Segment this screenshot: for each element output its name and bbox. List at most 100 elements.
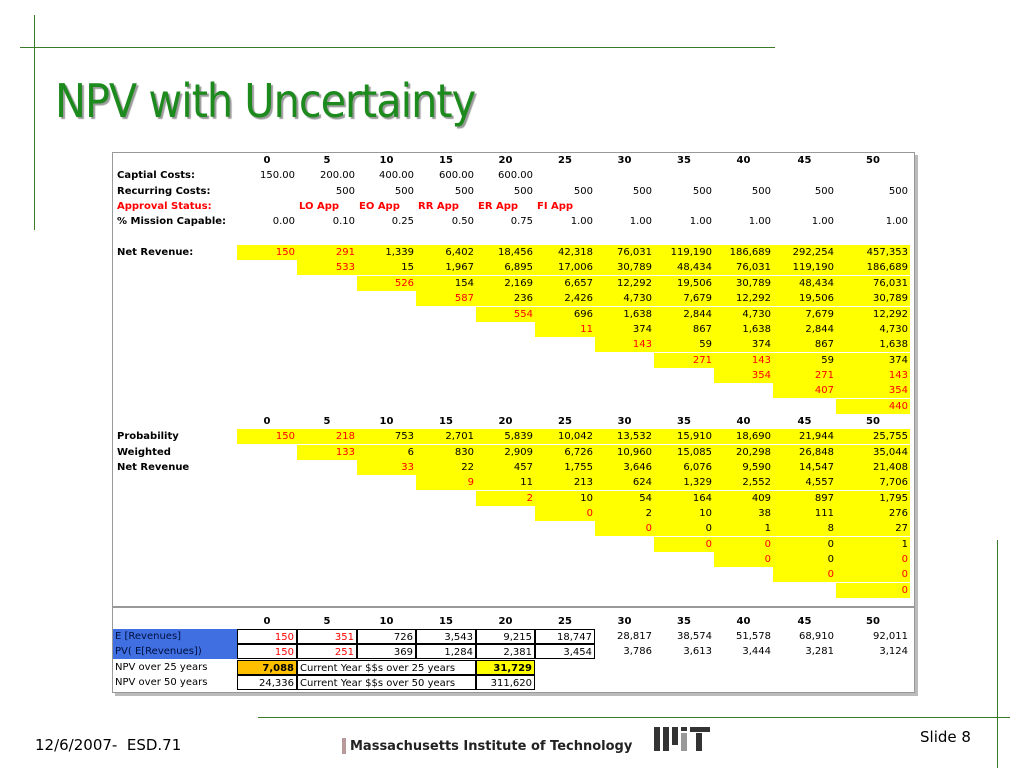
column-header: 40 — [736, 615, 751, 627]
npv-value: 24,336 — [237, 674, 297, 690]
net-revenue-cell: 374 — [836, 352, 910, 368]
net-revenue-cell: 440 — [836, 398, 910, 414]
input-cell: 1.00 — [629, 216, 652, 228]
input-cell: 1.00 — [748, 216, 771, 228]
net-revenue-cell: 143 — [714, 352, 773, 368]
net-revenue-cell: 76,031 — [595, 245, 654, 261]
input-cell: 0.75 — [510, 216, 533, 228]
weighted-cell: 7,706 — [836, 475, 910, 491]
net-revenue-cell: 30,789 — [595, 260, 654, 276]
column-header: 45 — [797, 155, 812, 166]
row-label: Net Revenue: — [117, 247, 194, 259]
weighted-cell: 0 — [836, 552, 910, 568]
summary-cell: 3,613 — [683, 646, 712, 658]
column-header: 5 — [323, 155, 331, 166]
net-revenue-cell: 2,844 — [654, 306, 714, 322]
summary-cell: 3,786 — [623, 646, 652, 658]
input-cell: FI App — [537, 201, 574, 213]
net-revenue-cell: 186,689 — [836, 260, 910, 276]
npv-note: Current Year $$s over 25 years — [297, 659, 476, 675]
rule — [34, 15, 35, 230]
slide-number: Slide 8 — [920, 728, 971, 746]
rule — [20, 47, 775, 48]
weighted-cell: 2,701 — [416, 429, 476, 445]
weighted-cell: 830 — [416, 444, 476, 460]
input-cell: 1.00 — [885, 216, 908, 228]
row-label: Recurring Costs: — [117, 185, 211, 197]
net-revenue-cell: 186,689 — [714, 245, 773, 261]
column-header: 5 — [323, 615, 331, 627]
weighted-cell: 35,044 — [836, 444, 910, 460]
weighted-cell: 10,042 — [535, 429, 595, 445]
weighted-cell: 2 — [476, 490, 535, 506]
input-cell: 500 — [751, 185, 771, 197]
net-revenue-cell: 30,789 — [714, 275, 773, 291]
net-revenue-cell: 291 — [297, 245, 357, 261]
title: NPV with Uncertainty — [55, 74, 476, 128]
net-revenue-cell: 407 — [773, 383, 836, 399]
net-revenue-cell: 271 — [654, 352, 714, 368]
rule — [997, 540, 998, 768]
column-header: 30 — [617, 615, 632, 627]
net-revenue-cell: 59 — [773, 352, 836, 368]
net-revenue-cell: 374 — [714, 337, 773, 353]
column-header: 10 — [379, 615, 394, 627]
summary-cell: 251 — [297, 644, 357, 660]
net-revenue-cell: 19,506 — [654, 275, 714, 291]
separator — [113, 606, 914, 608]
net-revenue-cell: 6,657 — [535, 275, 595, 291]
input-cell: 500 — [454, 185, 474, 197]
weighted-cell: 10 — [654, 506, 714, 522]
summary-cell: 3,124 — [879, 646, 908, 658]
column-header: 15 — [439, 155, 453, 166]
weighted-cell: 213 — [535, 475, 595, 491]
weighted-cell: 26,848 — [773, 444, 836, 460]
net-revenue-cell: 17,006 — [535, 260, 595, 276]
summary-cell: 92,011 — [873, 630, 908, 642]
net-revenue-cell: 30,789 — [836, 291, 910, 307]
net-revenue-cell: 12,292 — [595, 275, 654, 291]
weighted-cell: 38 — [714, 506, 773, 522]
net-revenue-cell: 354 — [714, 367, 773, 383]
weighted-cell: 33 — [357, 460, 416, 475]
summary-cell: 726 — [357, 628, 416, 644]
weighted-cell: 0 — [595, 521, 654, 537]
weighted-cell: 0 — [714, 552, 773, 568]
weighted-cell: 9,590 — [714, 460, 773, 475]
column-header: 25 — [558, 415, 572, 427]
weighted-cell: 1,329 — [654, 475, 714, 491]
summary-cell: 3,444 — [742, 646, 771, 658]
weighted-cell: 2,909 — [476, 444, 535, 460]
weighted-cell: 27 — [836, 521, 910, 537]
weighted-cell: 6 — [357, 444, 416, 460]
net-revenue-cell: 4,730 — [595, 291, 654, 307]
summary-cell: 150 — [237, 628, 297, 644]
column-header: 45 — [797, 615, 812, 627]
net-revenue-cell: 150 — [237, 245, 297, 261]
input-cell: 500 — [888, 185, 908, 197]
net-revenue-cell: 59 — [654, 337, 714, 353]
net-revenue-cell: 143 — [595, 337, 654, 353]
footer-date: 12/6/2007- ESD.71 — [35, 736, 182, 754]
weighted-cell: 22 — [416, 460, 476, 475]
column-header: 30 — [617, 415, 632, 427]
weighted-cell: 15,085 — [654, 444, 714, 460]
net-revenue-cell: 1,967 — [416, 260, 476, 276]
column-header: 20 — [498, 415, 513, 427]
weighted-cell: 753 — [357, 429, 416, 445]
input-cell: 0.00 — [272, 216, 295, 228]
summary-label: PV( E[Revenues]) — [113, 644, 237, 660]
net-revenue-cell: 696 — [535, 306, 595, 322]
column-header: 35 — [677, 615, 691, 627]
input-cell: EO App — [359, 201, 400, 213]
net-revenue-cell: 48,434 — [773, 275, 836, 291]
institution — [342, 738, 346, 754]
current-value: 311,620 — [476, 674, 535, 690]
institution-name: Massachusetts Institute of Technology — [350, 739, 633, 754]
weighted-cell: 6,076 — [654, 460, 714, 475]
input-cell: LO App — [299, 201, 340, 213]
rule — [258, 717, 1010, 718]
row-label: Approval Status: — [117, 201, 212, 213]
net-revenue-cell: 2,169 — [476, 275, 535, 291]
weighted-cell: 18,690 — [714, 429, 773, 445]
